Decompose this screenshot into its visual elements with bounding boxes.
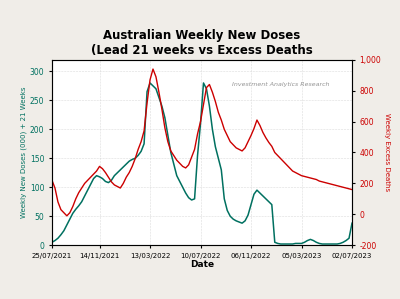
X-axis label: Date: Date [190, 260, 214, 269]
Text: Investment Analytics Research: Investment Analytics Research [232, 82, 330, 87]
Title: Australian Weekly New Doses
(Lead 21 weeks vs Excess Deaths: Australian Weekly New Doses (Lead 21 wee… [91, 29, 313, 57]
Y-axis label: Weekly Excess Deaths: Weekly Excess Deaths [384, 113, 390, 192]
Y-axis label: Weekly New Doses (000) + 21 Weeks: Weekly New Doses (000) + 21 Weeks [20, 87, 27, 218]
